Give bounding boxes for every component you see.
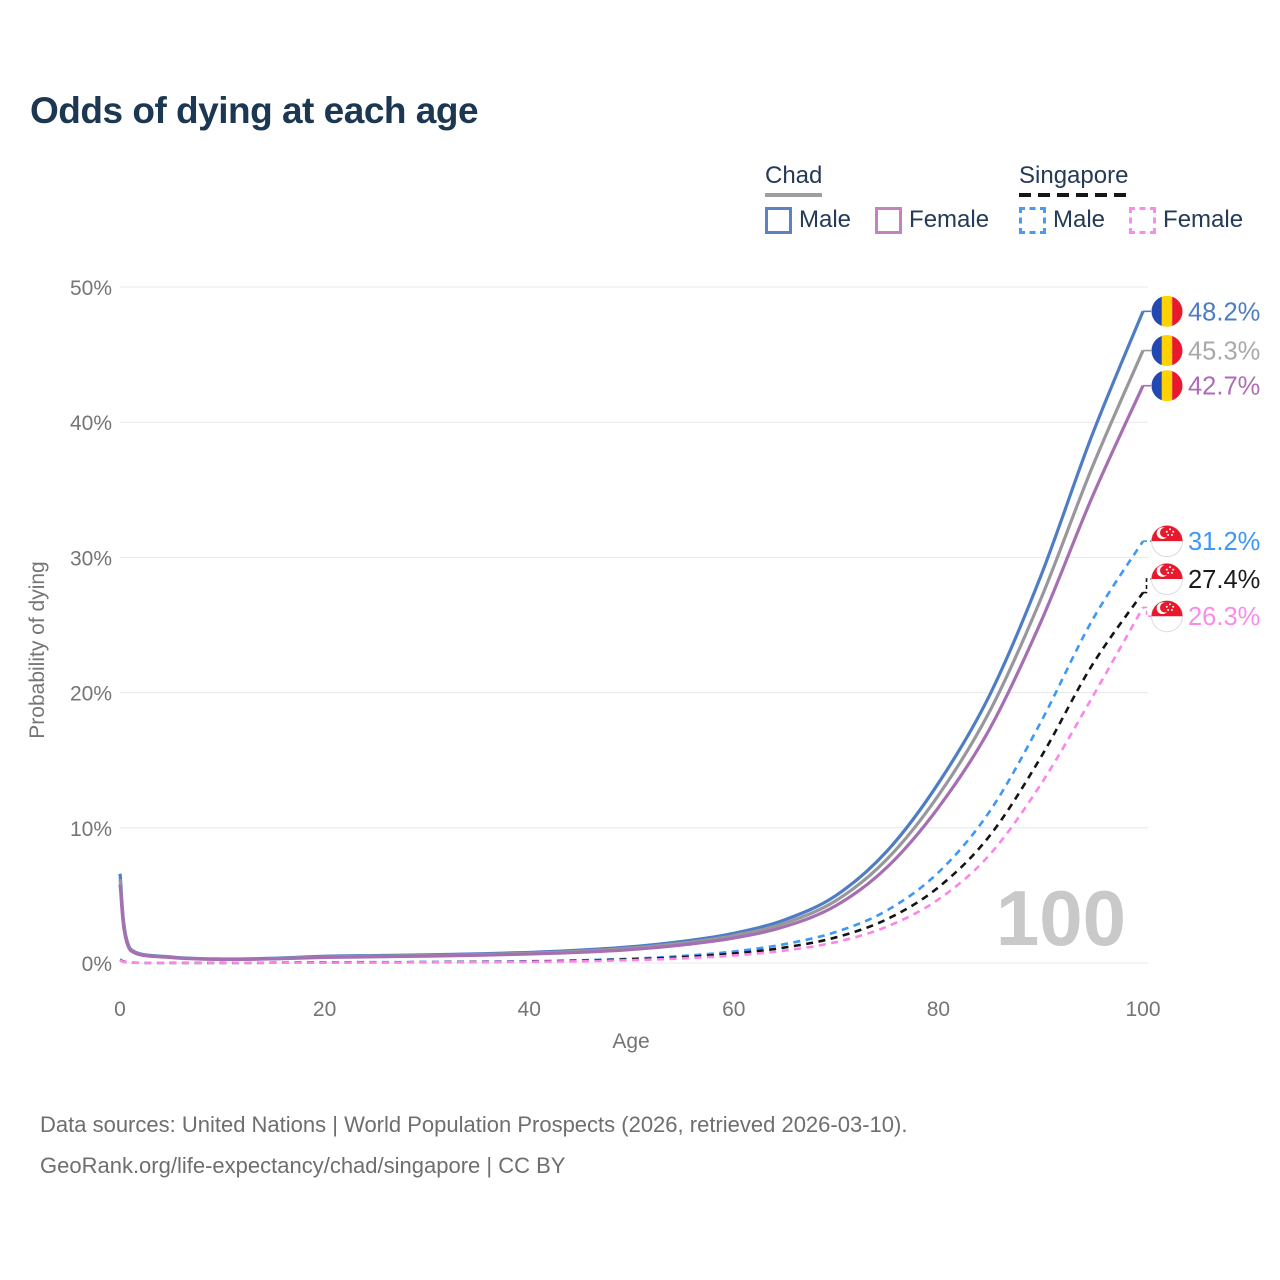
singapore-flag-icon [1151, 563, 1183, 596]
chad-flag-icon [1151, 370, 1183, 402]
x-tick-label: 20 [313, 998, 336, 1021]
y-tick-label: 30% [70, 547, 112, 570]
y-tick-label: 10% [70, 818, 112, 841]
end-value-label-chad-female: 42.7% [1188, 373, 1260, 401]
legend-country-label: Singapore [1019, 162, 1129, 189]
y-axis-title: Probability of dying [26, 561, 49, 738]
legend-group-chad: Chad Male Female [765, 162, 989, 234]
series-line-chad-both[interactable] [118, 349, 1145, 961]
x-tick-label: 100 [1125, 998, 1160, 1021]
chad-male-swatch-icon [765, 206, 792, 234]
series-line-chad-male[interactable] [118, 310, 1145, 961]
legend-item-chad-female[interactable]: Female [875, 206, 989, 234]
legend-item-chad-male[interactable]: Male [765, 206, 851, 234]
page-title: Odds of dying at each age [30, 90, 479, 131]
legend-country-singapore[interactable]: Singapore [1019, 162, 1129, 197]
end-value-label-chad-both: 45.3% [1188, 338, 1260, 366]
y-tick-label: 50% [70, 277, 112, 300]
chad-solid-line-key [765, 193, 823, 197]
y-tick-label: 20% [70, 683, 112, 706]
series-line-sg-both[interactable] [119, 591, 1145, 965]
end-leader-sg-female [1143, 606, 1151, 618]
legend-item-label: Male [799, 206, 852, 233]
data-sources-text: Data sources: United Nations | World Pop… [40, 1112, 908, 1137]
singapore-dashed-line-key [1019, 193, 1129, 197]
series-line-sg-female[interactable] [119, 606, 1145, 965]
x-tick-label: 60 [722, 998, 745, 1021]
singapore-female-swatch-icon [1129, 206, 1157, 234]
singapore-flag-icon [1151, 525, 1183, 558]
legend-item-label: Female [1163, 206, 1244, 233]
end-value-label-chad-male: 48.2% [1188, 298, 1260, 326]
legend-country-chad[interactable]: Chad [765, 162, 823, 197]
chad-flag-icon [1151, 295, 1183, 327]
end-leader-sg-both [1143, 578, 1151, 594]
singapore-flag-icon [1151, 600, 1183, 633]
source-url-text: GeoRank.org/life-expectancy/chad/singapo… [40, 1153, 566, 1178]
x-tick-label: 40 [518, 998, 541, 1021]
x-axis-title: Age [612, 1030, 649, 1053]
singapore-male-swatch-icon [1019, 206, 1046, 234]
legend-country-label: Chad [765, 162, 823, 189]
legend-group-singapore: Singapore Male Female [1019, 162, 1243, 234]
chart-footer: Data sources: United Nations | World Pop… [40, 1104, 907, 1186]
legend-item-label: Female [909, 206, 990, 233]
end-value-label-sg-both: 27.4% [1188, 566, 1260, 594]
end-value-label-sg-male: 31.2% [1188, 528, 1260, 556]
x-tick-label: 0 [114, 998, 126, 1021]
end-value-label-sg-female: 26.3% [1188, 603, 1260, 631]
legend-item-label: Male [1053, 206, 1106, 233]
chad-flag-icon [1151, 335, 1183, 367]
y-tick-label: 0% [82, 953, 112, 976]
x-tick-label: 80 [927, 998, 950, 1021]
chad-female-swatch-icon [875, 206, 903, 234]
series-line-sg-male[interactable] [119, 540, 1145, 965]
age-watermark: 100 [996, 874, 1126, 962]
legend-item-singapore-male[interactable]: Male [1019, 206, 1105, 234]
legend-item-singapore-female[interactable]: Female [1129, 206, 1243, 234]
series-line-chad-female[interactable] [118, 385, 1145, 962]
y-tick-label: 40% [70, 412, 112, 435]
